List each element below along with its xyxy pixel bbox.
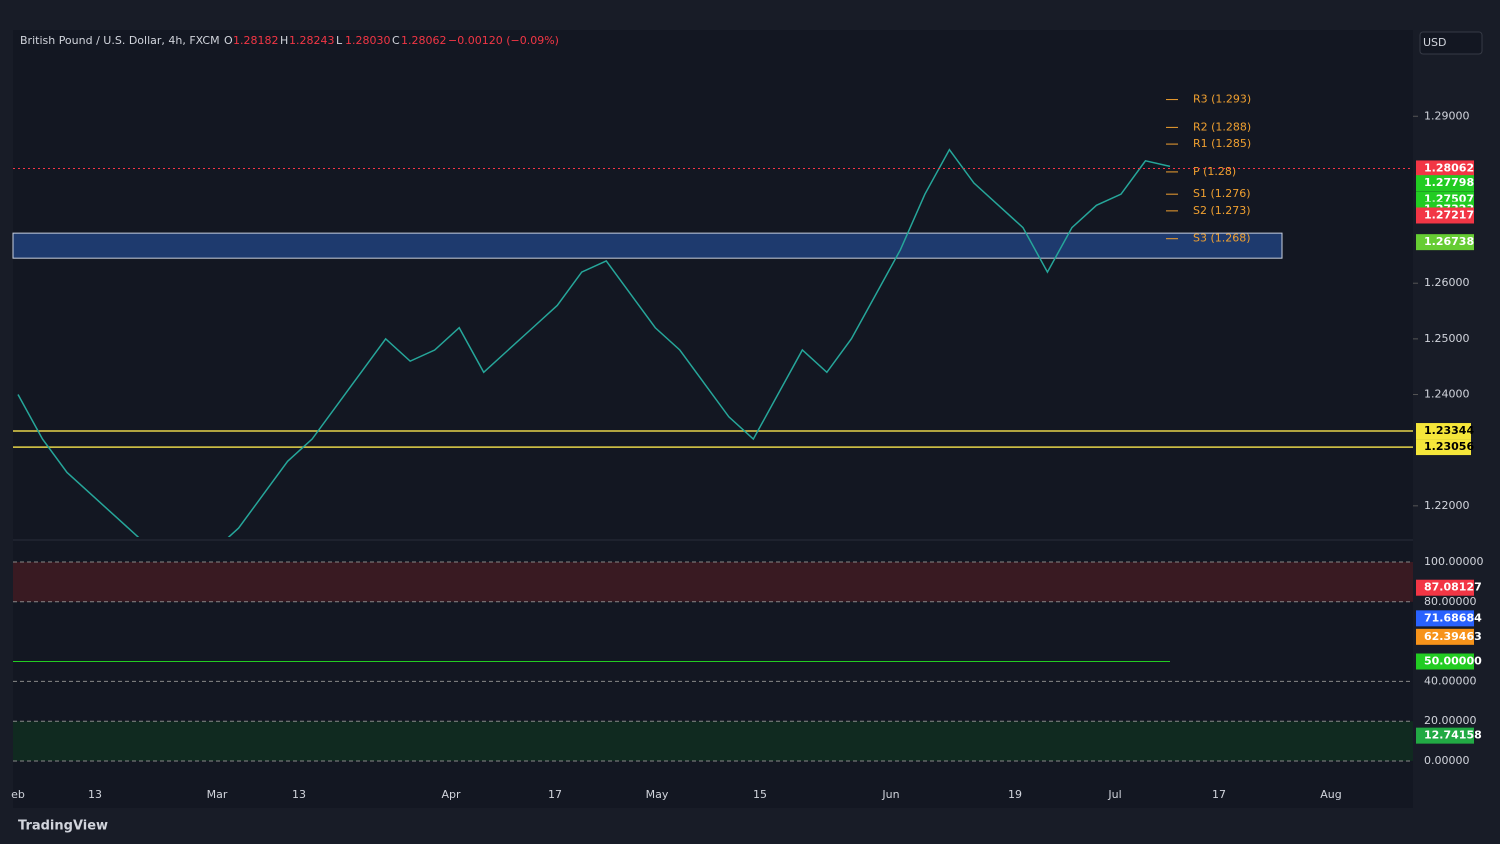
x-label: Apr [441,788,461,801]
y-tick-label: 1.22000 [1424,499,1470,512]
osc-tick-label: 0.00000 [1424,754,1470,767]
pivot-label: P (1.28) [1193,165,1236,178]
osc-tag [1416,579,1474,596]
price-tag-label: 1.26738 [1424,235,1474,248]
pivot-label: S1 (1.276) [1193,187,1251,200]
price-tag-label: 1.28062 [1424,161,1474,174]
oversold-band [13,721,1413,761]
x-label: 17 [1212,788,1226,801]
currency-box[interactable] [1419,31,1483,55]
price-line [17,148,1171,537]
osc-tag-label: 12.74158 [1424,729,1482,742]
pivot-label: S2 (1.273) [1193,204,1251,217]
zone [12,232,1283,259]
ohlc-label: O [224,34,233,47]
x-label: Jul [1107,788,1121,801]
y-tick-label: 1.29000 [1424,109,1470,122]
pivot-label: R1 (1.285) [1193,137,1251,150]
osc-tick-label: 20.00000 [1424,714,1477,727]
ohlc-value: 1.28243 [289,34,335,47]
y-tick-label: 1.24000 [1424,388,1470,401]
level-tag-label: 1.23056 [1424,440,1474,453]
price-tag-label: 1.27217 [1424,208,1474,221]
osc-tag-label: 62.39463 [1424,630,1482,643]
currency: USD [1423,36,1447,49]
brand: TradingView [18,819,108,834]
osc-tick-label: 40.00000 [1424,674,1477,687]
price-tag-label: 1.27798 [1424,176,1474,189]
osc-tag [1416,653,1474,670]
x-label: 19 [1008,788,1022,801]
osc-tag [1416,610,1474,627]
osc-tick-label: 80.00000 [1424,595,1477,608]
level-tag [1416,439,1471,456]
osc-tick-label: 100.00000 [1424,555,1484,568]
y-tick-label: 1.25000 [1424,332,1470,345]
ohlc-value: 1.28182 [233,34,279,47]
ohlc-label: L [336,34,343,47]
ohlc-label: C [392,34,400,47]
x-label: Aug [1320,788,1341,801]
x-label: Mar [207,788,228,801]
osc-tag-label: 71.68684 [1424,611,1482,624]
osc-tag [1416,628,1474,645]
price-tag [1416,234,1474,251]
overbought-band [13,562,1413,602]
osc-tag-label: 50.00000 [1424,655,1482,668]
ohlc-value: 1.28030 [345,34,391,47]
ohlc-label: H [280,34,288,47]
level-tag-label: 1.23344 [1424,424,1474,437]
y-tick-label: 1.26000 [1424,276,1470,289]
x-label: 13 [88,788,102,801]
level-tag [1416,423,1471,440]
x-label: May [646,788,669,801]
pivot-label: R2 (1.288) [1193,120,1251,133]
ohlc-value: 1.28062 [401,34,447,47]
x-label: 15 [753,788,767,801]
osc-tag [1416,727,1474,744]
price-tag [1416,160,1474,177]
x-label: eb [11,788,25,801]
change: −0.00120 (−0.09%) [448,34,559,47]
plot-area [13,30,1413,808]
x-label: 17 [548,788,562,801]
price-tag [1416,175,1474,192]
x-label: 13 [292,788,306,801]
osc-tag-label: 87.08127 [1424,581,1482,594]
pivot-label: S3 (1.268) [1193,232,1251,245]
price-tag [1416,207,1474,224]
pivot-label: R3 (1.293) [1193,93,1251,106]
x-label: Jun [881,788,899,801]
symbol: British Pound / U.S. Dollar, 4h, FXCM [20,34,220,47]
